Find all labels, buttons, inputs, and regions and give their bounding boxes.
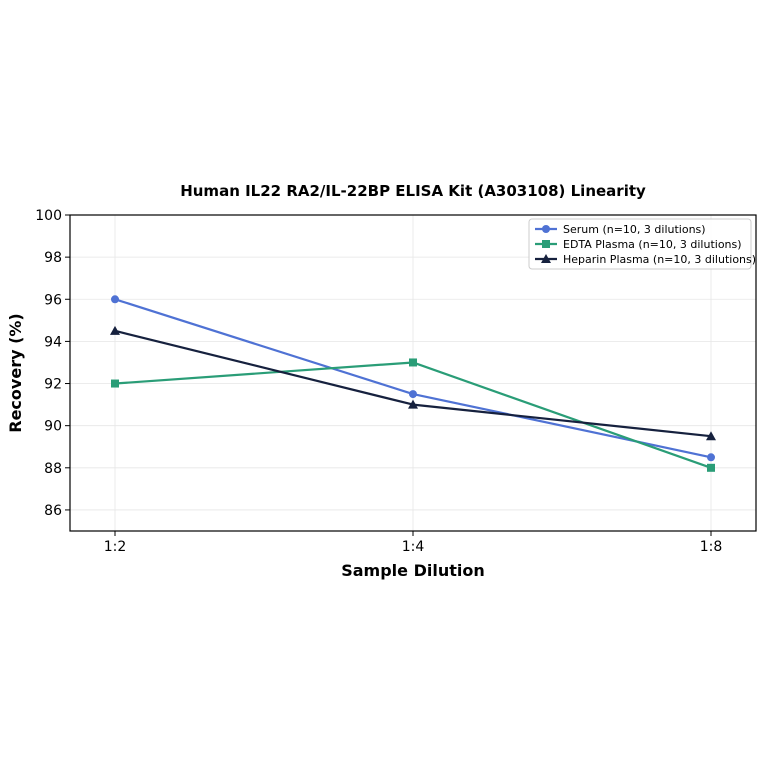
series-1 [111, 358, 715, 472]
legend-label: Heparin Plasma (n=10, 3 dilutions) [563, 253, 756, 266]
data-point [111, 295, 119, 304]
x-tick-label: 1:2 [104, 539, 127, 555]
y-tick-label: 86 [44, 503, 62, 519]
chart-title: Human IL22 RA2/IL-22BP ELISA Kit (A30310… [180, 182, 646, 200]
x-tick-label: 1:4 [402, 539, 425, 555]
data-point [409, 390, 417, 399]
x-axis-ticks: 1:2 1:4 1:8 [104, 531, 723, 555]
y-tick-label: 88 [44, 461, 62, 477]
legend-item: Heparin Plasma (n=10, 3 dilutions) [535, 253, 756, 266]
legend-item: EDTA Plasma (n=10, 3 dilutions) [535, 238, 742, 251]
data-point [408, 399, 418, 409]
legend-swatch-marker [541, 254, 551, 263]
x-tick-label: 1:8 [700, 539, 723, 555]
data-point [707, 463, 715, 472]
data-point [110, 325, 120, 335]
y-tick-label: 90 [44, 419, 62, 435]
series-layer [110, 295, 716, 472]
legend-item: Serum (n=10, 3 dilutions) [535, 223, 706, 236]
y-axis-label: Recovery (%) [6, 313, 25, 432]
y-axis-ticks: 86 88 90 92 94 96 98 100 [35, 208, 70, 519]
legend-frame [528, 218, 752, 270]
data-point [706, 431, 716, 441]
legend-swatch-marker [542, 225, 550, 233]
y-tick-label: 96 [44, 292, 62, 308]
y-tick-label: 98 [44, 250, 62, 266]
data-point [409, 358, 417, 367]
y-tick-label: 94 [44, 334, 62, 350]
series-0 [111, 295, 715, 462]
legend-label: Serum (n=10, 3 dilutions) [563, 223, 706, 236]
x-axis-label: Sample Dilution [341, 561, 485, 580]
data-point [111, 379, 119, 388]
data-point [707, 453, 715, 462]
y-tick-label: 100 [35, 208, 62, 224]
y-tick-label: 92 [44, 377, 62, 393]
legend-label: EDTA Plasma (n=10, 3 dilutions) [563, 238, 742, 251]
series-2 [110, 325, 716, 441]
legend-swatch-marker [542, 240, 550, 248]
legend: Serum (n=10, 3 dilutions) EDTA Plasma (n=… [528, 218, 756, 270]
